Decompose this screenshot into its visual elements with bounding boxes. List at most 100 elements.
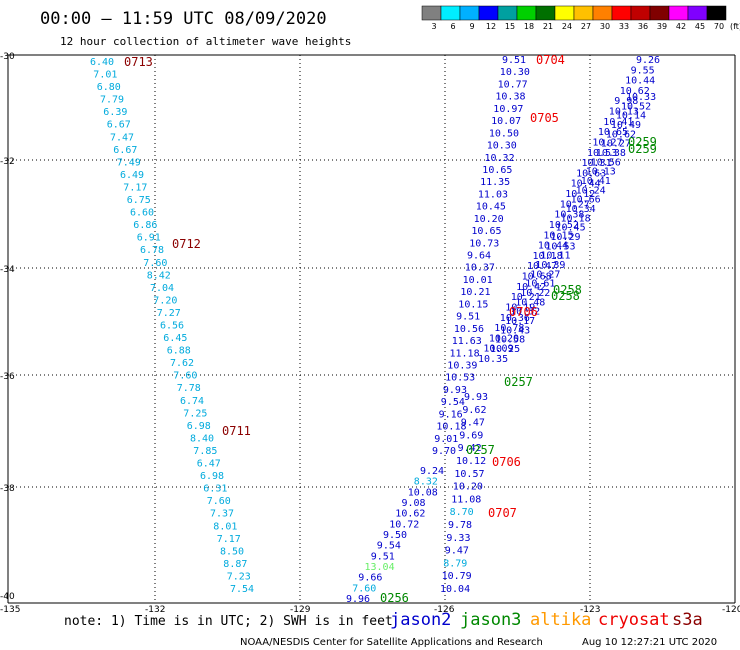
wave-height-value: 7.60 bbox=[352, 583, 376, 594]
wave-height-value: 6.39 bbox=[103, 107, 127, 118]
wave-height-value: 10.04 bbox=[440, 584, 470, 595]
wave-height-value: 9.47 bbox=[445, 546, 469, 557]
lat-lon-gridlines bbox=[8, 55, 735, 603]
wave-height-value: 10.48 bbox=[515, 297, 545, 308]
wave-height-value: 10.37 bbox=[465, 263, 495, 274]
sat-jason2: jason2 bbox=[390, 610, 451, 630]
track-jason2-south: 9.939.629.479.699.4210.1210.5710.2011.08… bbox=[440, 392, 488, 595]
wave-height-value: 9.51 bbox=[456, 312, 480, 323]
wave-height-value: 7.54 bbox=[230, 584, 254, 595]
wave-height-value: 10.30 bbox=[487, 141, 517, 152]
credit-text: NOAA/NESDIS Center for Satellite Applica… bbox=[240, 637, 543, 648]
track-jason2-north: 9.5110.3010.7710.3810.9710.0710.5010.301… bbox=[432, 55, 530, 457]
pass-0258: 0258 bbox=[553, 283, 582, 297]
wave-height-value: 6.56 bbox=[160, 321, 184, 332]
wave-height-value: 10.31 bbox=[582, 158, 612, 169]
wave-height-value: 7.85 bbox=[193, 446, 217, 457]
wave-height-value: 9.50 bbox=[383, 530, 407, 541]
legend-label: 33 bbox=[619, 22, 629, 31]
wave-height-value: 9.69 bbox=[459, 430, 483, 441]
wave-height-value: 10.45 bbox=[556, 223, 586, 234]
wave-height-value: 10.65 bbox=[598, 127, 628, 138]
wave-height-value: 6.47 bbox=[197, 459, 221, 470]
wave-height-value: 6.31 bbox=[203, 484, 227, 495]
wave-height-value: 6.80 bbox=[97, 82, 121, 93]
legend-label: 6 bbox=[450, 22, 455, 31]
wave-height-value: 9.33 bbox=[446, 533, 470, 544]
legend-label: 45 bbox=[695, 22, 705, 31]
wave-height-value: 10.12 bbox=[565, 189, 595, 200]
lon-tick: -123 bbox=[580, 605, 600, 615]
lat-tick: -36 bbox=[0, 372, 15, 382]
wave-height-value: 9.78 bbox=[448, 520, 472, 531]
wave-height-value: 10.39 bbox=[535, 260, 565, 271]
wave-height-value: 6.98 bbox=[187, 421, 211, 432]
wave-height-value: 10.62 bbox=[620, 86, 650, 97]
wave-height-value: 9.93 bbox=[443, 385, 467, 396]
legend-swatch bbox=[687, 5, 708, 21]
wave-height-value: 6.40 bbox=[90, 57, 114, 68]
wave-height-value: 10.38 bbox=[596, 148, 626, 159]
wave-height-value: 10.13 bbox=[609, 107, 639, 118]
wave-height-value: 9.66 bbox=[358, 573, 382, 584]
wave-height-value: 10.38 bbox=[554, 210, 584, 221]
lat-tick: -32 bbox=[0, 157, 15, 167]
wave-height-value: 8.70 bbox=[450, 507, 474, 518]
wave-height-value: 10.42 bbox=[516, 282, 546, 293]
wave-height-value: 6.49 bbox=[120, 170, 144, 181]
track-cryosat-west: 6.407.016.807.796.396.677.476.677.496.49… bbox=[90, 57, 254, 595]
wave-height-value: 11.18 bbox=[450, 348, 480, 359]
legend-swatch bbox=[630, 5, 651, 21]
wave-height-value: 10.20 bbox=[453, 482, 483, 493]
wave-height-value: 10.78 bbox=[494, 323, 524, 334]
wave-height-value: 10.97 bbox=[493, 104, 523, 115]
lat-tick: -40 bbox=[0, 592, 15, 602]
wave-height-value: 10.19 bbox=[505, 302, 535, 313]
wave-height-value: 6.98 bbox=[200, 471, 224, 482]
lat-tick: -34 bbox=[0, 265, 15, 275]
wave-height-value: 10.32 bbox=[485, 153, 515, 164]
wave-height-value: 10.18 bbox=[561, 213, 591, 224]
wave-height-value: 7.60 bbox=[207, 496, 231, 507]
wave-height-value: 11.08 bbox=[451, 494, 481, 505]
pass-0704: 0704 bbox=[536, 53, 565, 67]
wave-height-value: 7.04 bbox=[150, 283, 174, 294]
legend-swatch bbox=[516, 5, 537, 21]
wave-height-value: 9.51 bbox=[371, 551, 395, 562]
legend-swatch bbox=[478, 5, 499, 21]
wave-height-value: 7.47 bbox=[110, 132, 134, 143]
pass-0705: 0705 bbox=[530, 111, 559, 125]
legend-label: 15 bbox=[505, 22, 515, 31]
wave-height-value: 10.63 bbox=[576, 168, 606, 179]
wave-height-value: 9.16 bbox=[439, 409, 463, 420]
map-frame bbox=[7, 54, 736, 604]
wave-height-value: 10.08 bbox=[408, 487, 438, 498]
legend-swatch bbox=[459, 5, 480, 21]
wave-height-value: 7.01 bbox=[93, 70, 117, 81]
wave-height-value: 10.53 bbox=[545, 241, 575, 252]
wave-height-value: 11.63 bbox=[452, 336, 482, 347]
wave-height-value: 9.42 bbox=[458, 443, 482, 454]
wave-height-value: 9.47 bbox=[461, 418, 485, 429]
wave-height-value: 7.62 bbox=[170, 358, 194, 369]
page-subtitle: 12 hour collection of altimeter wave hei… bbox=[60, 35, 351, 48]
lon-tick: -120 bbox=[722, 605, 740, 615]
legend-label: 21 bbox=[543, 22, 553, 31]
wave-height-value: 10.30 bbox=[500, 67, 530, 78]
wave-height-value: 8.79 bbox=[443, 558, 467, 569]
sat-altika: altika bbox=[530, 610, 591, 630]
wave-height-value: 11.35 bbox=[480, 177, 510, 188]
pass-0706: 0706 bbox=[492, 455, 521, 469]
wave-height-value: 10.15 bbox=[543, 230, 573, 241]
wave-height-value: 9.24 bbox=[420, 466, 444, 477]
legend-label: 42 bbox=[676, 22, 686, 31]
wave-height-value: 10.61 bbox=[525, 279, 555, 290]
wave-height-value: 7.20 bbox=[153, 295, 177, 306]
wave-height-value: 10.27 bbox=[601, 139, 631, 150]
wave-height-value: 10.18 bbox=[533, 251, 563, 262]
wave-height-value: 13.04 bbox=[365, 562, 395, 573]
wave-height-value: 10.17 bbox=[505, 316, 535, 327]
legend-label: 24 bbox=[562, 22, 572, 31]
wave-height-value: 7.49 bbox=[117, 157, 141, 168]
wave-height-value: 10.52 bbox=[621, 101, 651, 112]
